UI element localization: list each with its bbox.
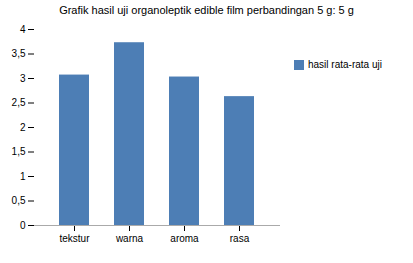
svg-text:1,5: 1,5: [12, 146, 26, 157]
svg-text:4: 4: [20, 24, 26, 35]
svg-text:3: 3: [20, 73, 26, 84]
svg-text:0,5: 0,5: [12, 195, 26, 206]
html-text:hasil rata-rata uji: hasil rata-rata uji: [308, 59, 382, 70]
svg-text:aroma: aroma: [170, 233, 199, 244]
svg-text:warna: warna: [115, 233, 144, 244]
svg-text:2: 2: [20, 122, 26, 133]
svg-text:1: 1: [20, 171, 26, 182]
svg-text:0: 0: [20, 220, 26, 231]
svg-text:tekstur: tekstur: [59, 233, 90, 244]
svg-text:2,5: 2,5: [12, 97, 26, 108]
svg-text:3,5: 3,5: [12, 48, 26, 59]
html-text:Grafik hasil uji organoleptik: Grafik hasil uji organoleptik edible fil…: [59, 4, 354, 16]
svg-text:rasa: rasa: [230, 233, 250, 244]
